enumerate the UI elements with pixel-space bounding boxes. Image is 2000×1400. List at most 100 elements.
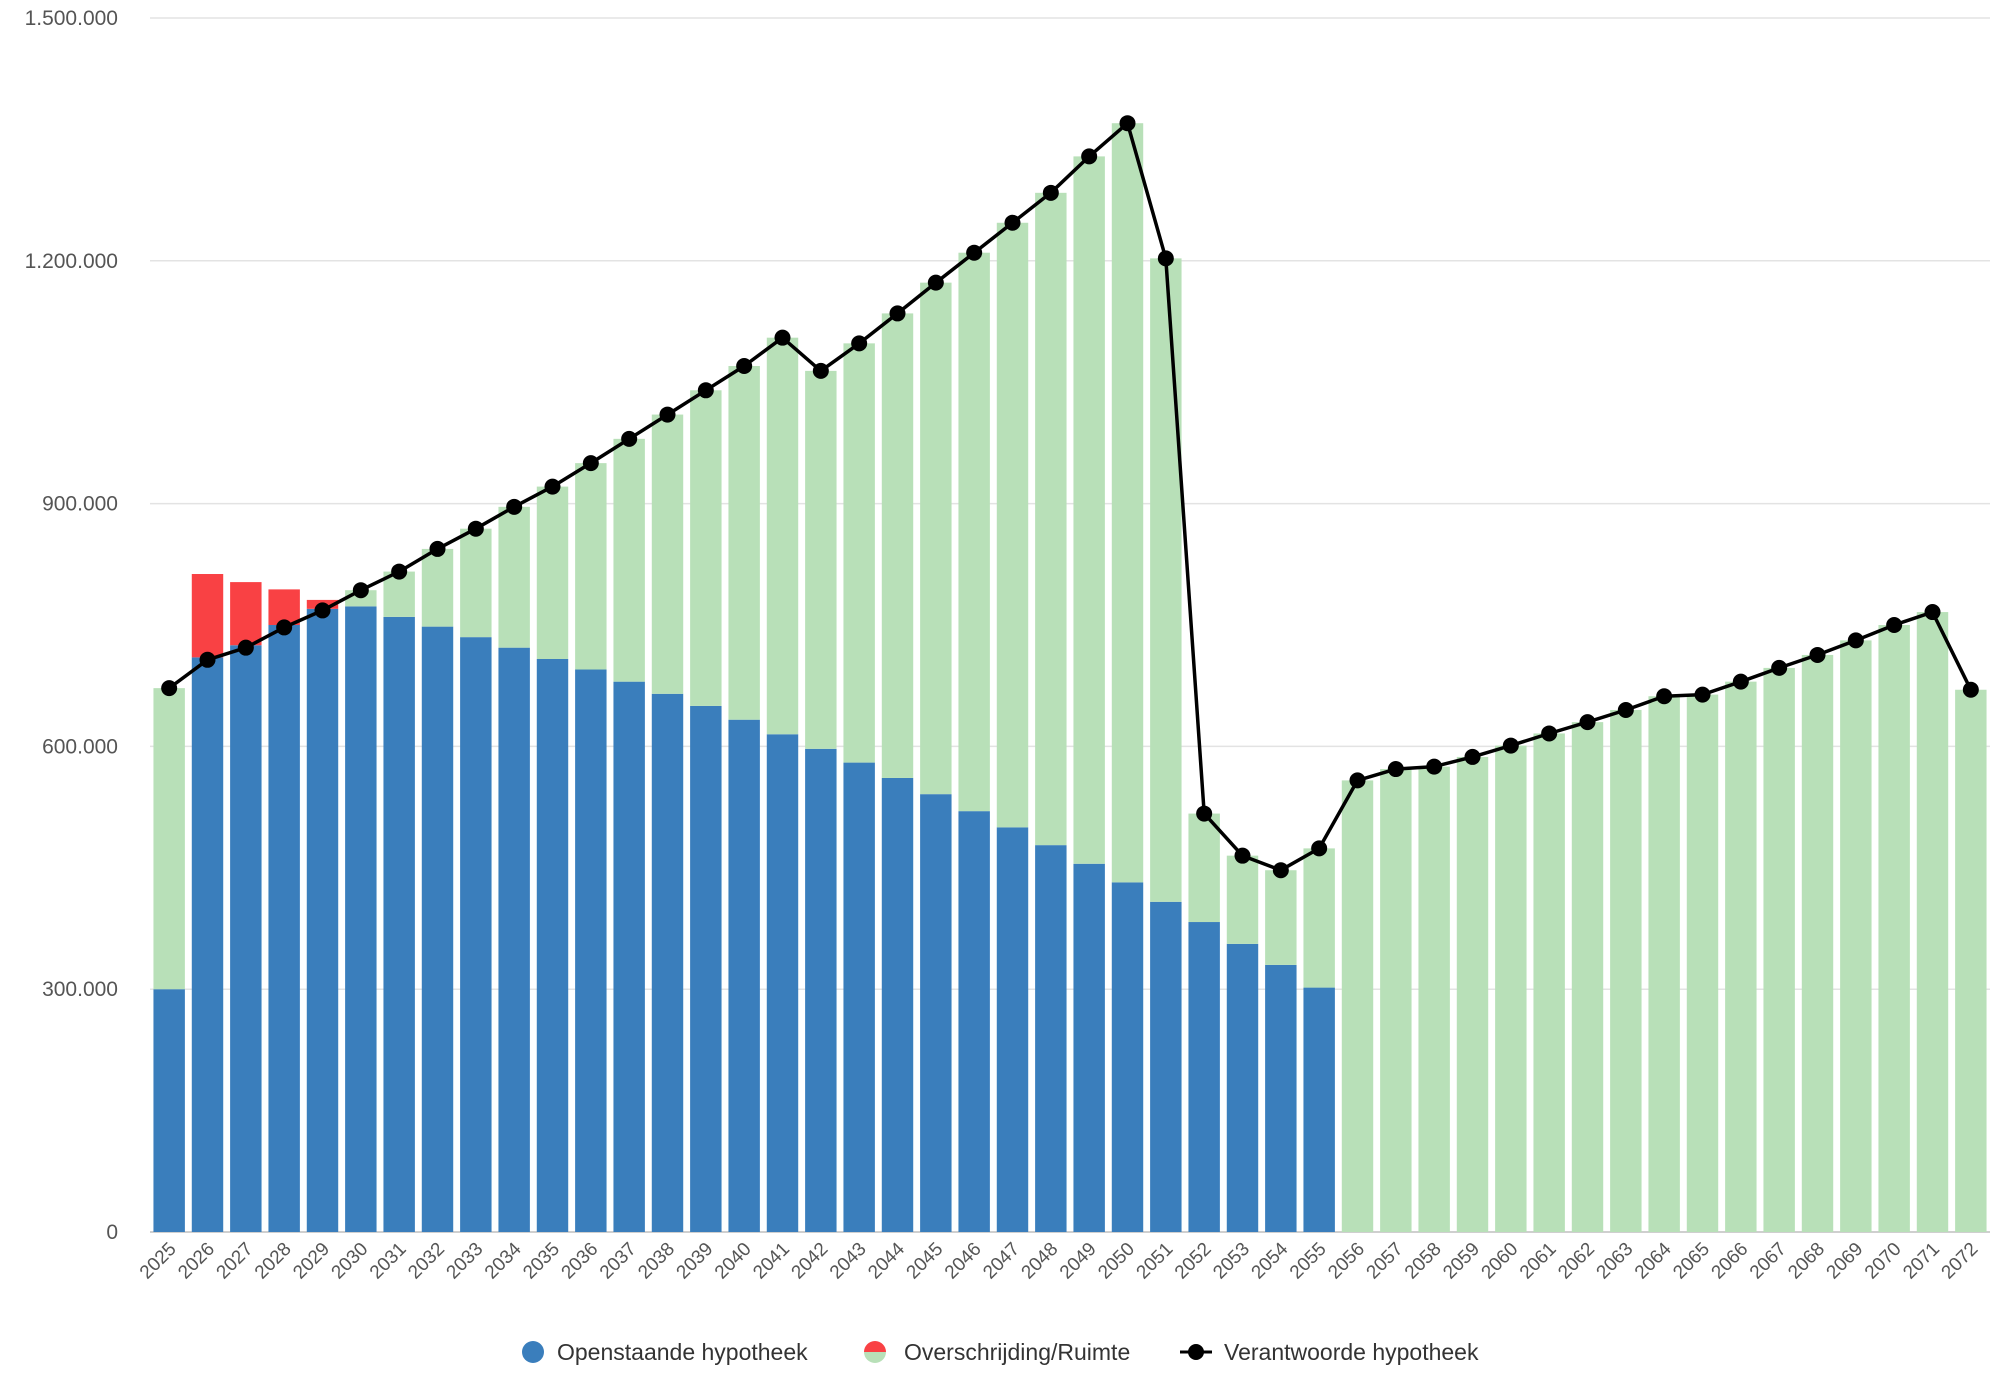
- point-verantwoorde[interactable]: [1694, 686, 1711, 703]
- bar-overschrijding[interactable]: [268, 589, 300, 625]
- bar-openstaande[interactable]: [191, 657, 224, 1232]
- point-verantwoorde[interactable]: [237, 639, 254, 656]
- bar-openstaande[interactable]: [345, 606, 377, 1232]
- bar-ruimte[interactable]: [996, 222, 1029, 828]
- bar-ruimte[interactable]: [1840, 640, 1872, 1232]
- point-verantwoorde[interactable]: [1157, 250, 1174, 267]
- point-verantwoorde[interactable]: [1809, 646, 1826, 663]
- bar-openstaande[interactable]: [766, 734, 799, 1232]
- legend[interactable]: Openstaande hypotheek Overschrijding/Rui…: [522, 1339, 1479, 1365]
- point-verantwoorde[interactable]: [352, 582, 369, 599]
- point-verantwoorde[interactable]: [582, 455, 599, 472]
- point-verantwoorde[interactable]: [1579, 714, 1596, 731]
- bar-openstaande[interactable]: [1035, 845, 1067, 1232]
- bar-openstaande[interactable]: [575, 669, 607, 1232]
- bar-ruimte[interactable]: [805, 370, 837, 749]
- bar-ruimte[interactable]: [1418, 766, 1450, 1232]
- bar-ruimte[interactable]: [1150, 258, 1182, 902]
- bar-ruimte[interactable]: [1111, 123, 1144, 883]
- bar-openstaande[interactable]: [1150, 901, 1182, 1232]
- point-verantwoorde[interactable]: [1541, 725, 1558, 742]
- point-verantwoorde[interactable]: [851, 335, 868, 352]
- point-verantwoorde[interactable]: [966, 244, 983, 261]
- point-verantwoorde[interactable]: [161, 680, 178, 697]
- bar-ruimte[interactable]: [1955, 689, 1987, 1232]
- bar-openstaande[interactable]: [1226, 943, 1259, 1232]
- bar-ruimte[interactable]: [1456, 756, 1489, 1232]
- point-verantwoorde[interactable]: [199, 651, 216, 668]
- bar-openstaande[interactable]: [536, 658, 569, 1232]
- point-verantwoorde[interactable]: [314, 602, 331, 619]
- bar-openstaande[interactable]: [613, 681, 645, 1232]
- point-verantwoorde[interactable]: [1196, 805, 1213, 822]
- point-verantwoorde[interactable]: [1081, 148, 1098, 165]
- point-verantwoorde[interactable]: [391, 563, 408, 580]
- bar-ruimte[interactable]: [460, 528, 492, 638]
- bar-ruimte[interactable]: [1571, 722, 1604, 1232]
- bar-ruimte[interactable]: [1878, 625, 1910, 1232]
- bar-ruimte[interactable]: [766, 337, 799, 735]
- bar-ruimte[interactable]: [1035, 192, 1067, 846]
- point-verantwoorde[interactable]: [276, 619, 293, 636]
- legend-item-openstaande[interactable]: Openstaande hypotheek: [522, 1339, 808, 1365]
- bar-openstaande[interactable]: [843, 762, 875, 1232]
- bar-ruimte[interactable]: [153, 688, 185, 990]
- bar-ruimte[interactable]: [536, 486, 569, 659]
- point-verantwoorde[interactable]: [429, 540, 446, 557]
- point-verantwoorde[interactable]: [697, 382, 714, 399]
- bar-openstaande[interactable]: [958, 811, 990, 1232]
- bar-openstaande[interactable]: [383, 616, 415, 1232]
- bar-openstaande[interactable]: [996, 827, 1029, 1232]
- bar-openstaande[interactable]: [690, 705, 722, 1232]
- bar-ruimte[interactable]: [958, 252, 990, 812]
- bar-openstaande[interactable]: [1188, 922, 1220, 1232]
- point-verantwoorde[interactable]: [774, 329, 791, 346]
- bar-ruimte[interactable]: [1341, 780, 1374, 1232]
- bar-openstaande[interactable]: [805, 748, 837, 1232]
- point-verantwoorde[interactable]: [1732, 673, 1749, 690]
- bar-ruimte[interactable]: [1073, 156, 1105, 864]
- point-verantwoorde[interactable]: [927, 274, 944, 291]
- bar-openstaande[interactable]: [498, 647, 530, 1232]
- point-verantwoorde[interactable]: [1924, 604, 1941, 621]
- bar-ruimte[interactable]: [881, 313, 914, 778]
- bar-openstaande[interactable]: [1073, 863, 1105, 1232]
- bar-openstaande[interactable]: [230, 645, 262, 1232]
- bar-ruimte[interactable]: [421, 548, 454, 627]
- bar-openstaande[interactable]: [1303, 987, 1335, 1232]
- point-verantwoorde[interactable]: [1656, 688, 1673, 705]
- point-verantwoorde[interactable]: [1962, 681, 1979, 698]
- bar-ruimte[interactable]: [690, 390, 722, 706]
- point-verantwoorde[interactable]: [1004, 214, 1021, 231]
- bar-overschrijding[interactable]: [230, 582, 262, 646]
- point-verantwoorde[interactable]: [812, 362, 829, 379]
- legend-item-overschrijding[interactable]: Overschrijding/Ruimte: [864, 1339, 1130, 1365]
- bar-openstaande[interactable]: [1111, 882, 1144, 1232]
- point-verantwoorde[interactable]: [1234, 847, 1251, 864]
- point-verantwoorde[interactable]: [544, 478, 561, 495]
- point-verantwoorde[interactable]: [1886, 617, 1903, 633]
- bar-overschrijding[interactable]: [191, 574, 224, 658]
- bar-openstaande[interactable]: [306, 608, 339, 1232]
- point-verantwoorde[interactable]: [1042, 184, 1059, 201]
- bar-ruimte[interactable]: [1916, 612, 1949, 1232]
- bar-ruimte[interactable]: [1188, 813, 1220, 923]
- bar-openstaande[interactable]: [421, 626, 454, 1232]
- bar-ruimte[interactable]: [1801, 654, 1834, 1232]
- bar-ruimte[interactable]: [1380, 769, 1412, 1232]
- point-verantwoorde[interactable]: [506, 498, 523, 515]
- bar-ruimte[interactable]: [1725, 681, 1757, 1232]
- point-verantwoorde[interactable]: [1311, 840, 1328, 857]
- bar-openstaande[interactable]: [1265, 964, 1297, 1232]
- point-verantwoorde[interactable]: [1272, 862, 1289, 879]
- point-verantwoorde[interactable]: [1502, 737, 1519, 754]
- bar-ruimte[interactable]: [613, 438, 645, 682]
- bar-ruimte[interactable]: [1495, 745, 1527, 1232]
- bar-ruimte[interactable]: [1265, 870, 1297, 965]
- bar-ruimte[interactable]: [920, 282, 952, 795]
- bar-ruimte[interactable]: [1610, 709, 1642, 1232]
- bar-openstaande[interactable]: [651, 693, 684, 1232]
- point-verantwoorde[interactable]: [1119, 115, 1136, 132]
- bar-ruimte[interactable]: [1226, 855, 1259, 944]
- point-verantwoorde[interactable]: [621, 430, 638, 447]
